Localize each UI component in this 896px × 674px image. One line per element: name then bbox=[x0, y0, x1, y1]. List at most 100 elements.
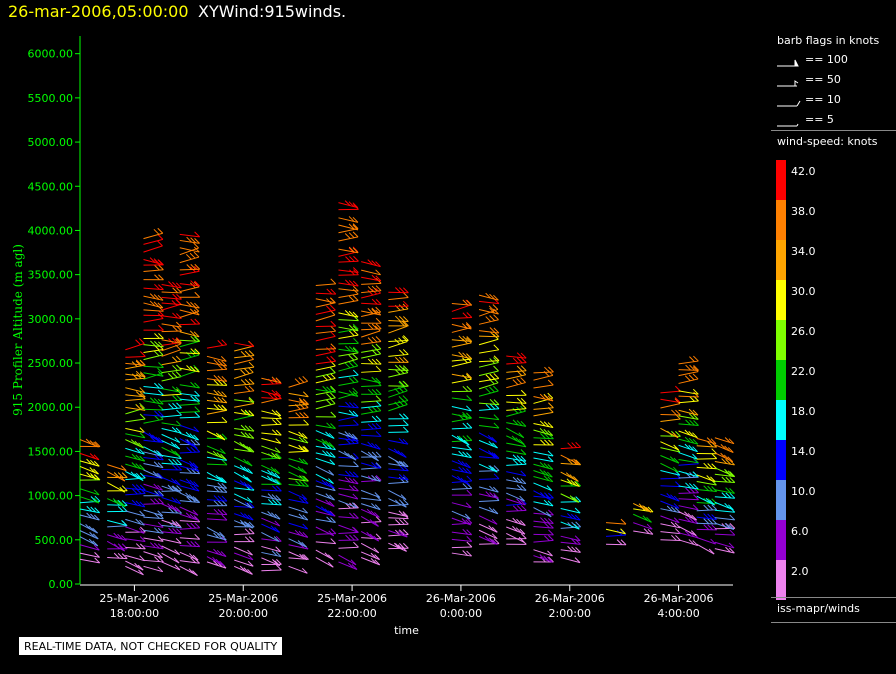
wind-barb bbox=[633, 502, 652, 513]
wind-barb bbox=[338, 216, 359, 223]
wind-barb bbox=[288, 565, 308, 574]
wind-barb bbox=[125, 370, 146, 378]
wind-barb bbox=[388, 320, 408, 334]
wind-barb bbox=[360, 325, 381, 338]
wind-barb bbox=[79, 495, 101, 504]
wind-barb bbox=[315, 398, 336, 410]
wind-barb bbox=[179, 406, 201, 413]
wind-barb bbox=[533, 529, 554, 536]
wind-barb bbox=[338, 267, 359, 273]
x-tick-time: 4:00:00 bbox=[657, 607, 699, 620]
wind-barb bbox=[143, 313, 164, 323]
wind-barb bbox=[506, 492, 525, 502]
wind-barb bbox=[696, 474, 716, 483]
wind-barb bbox=[79, 488, 100, 496]
wind-barb bbox=[478, 314, 499, 325]
wind-barb bbox=[560, 507, 581, 514]
wind-barb bbox=[125, 470, 144, 482]
wind-barb bbox=[79, 557, 101, 564]
wind-barb bbox=[234, 378, 255, 387]
wind-barb bbox=[206, 486, 228, 493]
wind-barb bbox=[315, 411, 337, 418]
wind-barb bbox=[179, 365, 200, 373]
plot-datetime: 26-mar-2006,05:00:00 bbox=[8, 2, 189, 21]
wind-barb bbox=[179, 390, 200, 397]
wind-barb bbox=[143, 527, 164, 534]
wind-barb bbox=[388, 395, 409, 406]
wind-barb bbox=[533, 517, 554, 525]
wind-barb bbox=[478, 357, 499, 368]
wind-barb bbox=[560, 493, 580, 503]
wind-barb bbox=[234, 398, 255, 408]
wind-barb bbox=[478, 529, 498, 540]
barb-legend-item: == 10 bbox=[775, 93, 895, 108]
wind-barb bbox=[506, 517, 526, 526]
wind-barb bbox=[79, 471, 100, 481]
wind-barb bbox=[125, 543, 146, 550]
wind-barb bbox=[506, 454, 527, 462]
wind-barb bbox=[361, 431, 382, 437]
wind-barb bbox=[161, 355, 182, 366]
wind-barb bbox=[660, 500, 680, 509]
wind-barb bbox=[206, 355, 227, 362]
wind-barb bbox=[696, 437, 717, 445]
wind-barb bbox=[506, 403, 527, 411]
wind-barb bbox=[338, 255, 359, 263]
wind-barb bbox=[179, 246, 200, 253]
colorbar-swatch bbox=[776, 400, 786, 440]
wind-barb bbox=[506, 532, 525, 543]
wind-barb bbox=[533, 450, 554, 457]
wind-barb bbox=[261, 437, 282, 444]
wind-barb bbox=[338, 534, 359, 541]
wind-barb bbox=[179, 335, 201, 342]
wind-barb bbox=[506, 458, 527, 466]
wind-barb bbox=[451, 411, 472, 419]
wind-barb bbox=[451, 373, 472, 384]
x-tick-time: 22:00:00 bbox=[327, 607, 376, 620]
wind-barb bbox=[678, 408, 699, 416]
wind-barb bbox=[338, 246, 359, 257]
wind-barb bbox=[478, 447, 498, 458]
wind-barb bbox=[288, 538, 308, 548]
wind-barb bbox=[560, 545, 581, 553]
wind-barb bbox=[179, 301, 200, 309]
wind-barb bbox=[107, 552, 128, 560]
colorbar-label: 6.0 bbox=[791, 525, 809, 538]
wind-barb bbox=[261, 376, 282, 384]
wind-barb bbox=[338, 295, 359, 305]
wind-barb bbox=[533, 535, 554, 543]
wind-barb bbox=[179, 263, 201, 271]
wind-barb bbox=[125, 427, 146, 434]
wind-barb bbox=[714, 467, 734, 477]
wind-barb bbox=[315, 346, 336, 357]
wind-barb bbox=[79, 552, 100, 558]
legend-separator bbox=[771, 622, 896, 623]
wind-barb bbox=[179, 551, 199, 561]
wind-barb bbox=[478, 463, 498, 473]
wind-barb bbox=[360, 542, 380, 554]
wind-barb bbox=[125, 359, 146, 366]
wind-barb bbox=[451, 322, 472, 333]
wind-barb bbox=[678, 373, 699, 384]
wind-barb bbox=[143, 469, 163, 479]
wind-barb bbox=[179, 478, 199, 488]
wind-barb bbox=[361, 380, 382, 388]
wind-barb bbox=[206, 374, 228, 382]
wind-barb bbox=[633, 513, 652, 523]
wind-barb bbox=[506, 435, 525, 445]
wind-barb bbox=[338, 288, 359, 298]
wind-barb bbox=[338, 524, 358, 533]
wind-barb bbox=[633, 528, 654, 535]
colorbar-swatch bbox=[776, 240, 786, 280]
wind-barb bbox=[533, 549, 553, 557]
wind-barb bbox=[533, 554, 553, 563]
wind-barb bbox=[234, 431, 255, 439]
wind-barb bbox=[234, 512, 254, 521]
wind-barb bbox=[261, 429, 282, 436]
wind-barb bbox=[315, 355, 336, 365]
x-tick-date: 25-Mar-2006 bbox=[99, 592, 169, 605]
source-label: iss-mapr/winds bbox=[777, 602, 860, 615]
wind-barb bbox=[660, 492, 680, 502]
wind-barb bbox=[233, 471, 252, 483]
wind-barb bbox=[361, 298, 382, 305]
